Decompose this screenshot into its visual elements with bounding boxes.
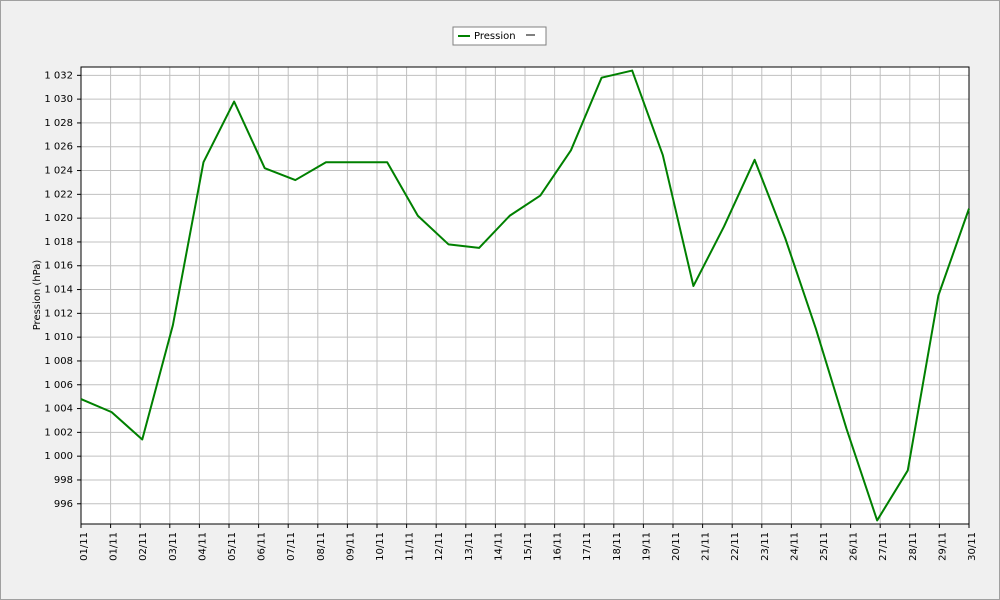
x-tick-label: 25/11	[819, 532, 830, 561]
y-axis-label: Pression (hPa)	[32, 260, 43, 331]
x-tick-label: 08/11	[316, 532, 327, 561]
y-tick-label: 1 004	[44, 404, 73, 415]
x-tick-label: 17/11	[582, 532, 593, 561]
x-tick-label: 30/11	[967, 532, 978, 561]
x-tick-label: 03/11	[168, 532, 179, 561]
x-tick-label: 12/11	[434, 532, 445, 561]
y-tick-label: 1 018	[44, 237, 73, 248]
y-tick-label: 1 020	[44, 213, 73, 224]
x-tick-label: 27/11	[878, 532, 889, 561]
x-tick-label: 09/11	[345, 532, 356, 561]
legend-box	[452, 26, 547, 46]
x-tick-label: 23/11	[760, 532, 771, 561]
x-tick-label: 22/11	[730, 532, 741, 561]
y-tick-label: 1 010	[44, 332, 73, 343]
x-tick-label: 14/11	[493, 532, 504, 561]
x-tick-label: 20/11	[671, 532, 682, 561]
y-tick-label: 1 030	[44, 94, 73, 105]
x-tick-label: 24/11	[789, 532, 800, 561]
x-tick-label: 05/11	[227, 532, 238, 561]
y-tick-label: 1 012	[44, 308, 73, 319]
x-tick-label: 07/11	[286, 532, 297, 561]
legend: Pression	[452, 26, 547, 46]
legend-label: Pression	[474, 31, 516, 42]
x-tick-label: 02/11	[138, 532, 149, 561]
x-tick-label: 01/11	[109, 532, 120, 561]
y-tick-label: 1 024	[44, 166, 73, 177]
x-tick-label: 29/11	[937, 532, 948, 561]
x-tick-label: 19/11	[641, 532, 652, 561]
grid	[80, 67, 970, 524]
y-tick-label: 1 002	[44, 427, 73, 438]
x-tick-label: 15/11	[523, 532, 534, 561]
x-tick-label: 11/11	[405, 532, 416, 561]
data-line	[80, 69, 970, 522]
x-tick-label: 06/11	[257, 532, 268, 561]
x-tick-label: 28/11	[908, 532, 919, 561]
x-tick-label: 01/11	[79, 532, 90, 561]
y-tick-label: 1 008	[44, 356, 73, 367]
x-tick-label: 26/11	[849, 532, 860, 561]
y-tick-label: 1 016	[44, 261, 73, 272]
y-tick-label: 1 014	[44, 285, 73, 296]
y-tick-label: 1 026	[44, 142, 73, 153]
y-tick-label: 1 028	[44, 118, 73, 129]
y-tick-label: 1 022	[44, 189, 73, 200]
y-tick-label: 1 000	[44, 451, 73, 462]
x-tick-label: 16/11	[553, 532, 564, 561]
x-tick-label: 13/11	[464, 532, 475, 561]
x-tick-label: 10/11	[375, 532, 386, 561]
x-tick-label: 21/11	[701, 532, 712, 561]
y-tick-label: 1 006	[44, 380, 73, 391]
y-tick-label: 1 032	[44, 70, 73, 81]
x-tick-label: 04/11	[197, 532, 208, 561]
y-tick-label: 998	[54, 475, 73, 486]
y-tick-label: 996	[54, 499, 73, 510]
x-tick-label: 18/11	[612, 532, 623, 561]
